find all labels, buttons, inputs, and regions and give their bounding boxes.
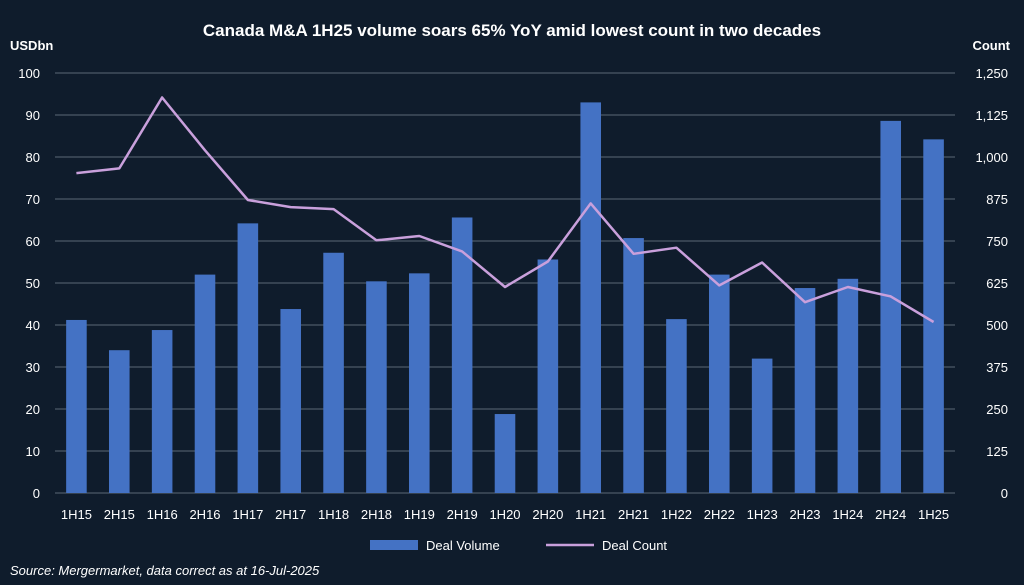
left-axis-tick-label: 20 — [26, 402, 40, 417]
legend-deal-count-label: Deal Count — [602, 538, 667, 553]
x-axis-tick-label: 2H20 — [532, 507, 563, 522]
x-axis-labels: 1H15 2H15 1H16 2H16 1H17 2H17 1H18 2H18 1H19 2H19… — [61, 507, 949, 522]
x-axis-tick-label: 2H24 — [875, 507, 906, 522]
left-axis-tick-label: 0 — [33, 486, 40, 501]
x-axis-tick-label: 2H23 — [789, 507, 820, 522]
right-axis-tick-label: 875 — [986, 192, 1008, 207]
x-axis-tick-label: 2H18 — [361, 507, 392, 522]
right-axis-tick-label: 1,250 — [975, 66, 1008, 81]
legend-deal-volume-label: Deal Volume — [426, 538, 500, 553]
x-axis-tick-label: 2H22 — [704, 507, 735, 522]
left-axis-tick-label: 90 — [26, 108, 40, 123]
left-axis-tick-label: 100 — [18, 66, 40, 81]
left-axis-ticks: 0 10 20 30 40 50 60 70 80 90 100 — [18, 66, 40, 501]
left-axis-tick-label: 30 — [26, 360, 40, 375]
deal-volume-bar — [623, 238, 644, 493]
left-axis-tick-label: 60 — [26, 234, 40, 249]
deal-count-line-group — [76, 96, 935, 324]
deal-volume-bar — [194, 274, 216, 493]
deal-volume-bar — [151, 330, 173, 493]
right-axis-tick-label: 625 — [986, 276, 1008, 291]
left-axis-tick-label: 50 — [26, 276, 40, 291]
deal-volume-bar — [494, 414, 516, 493]
deal-volume-bar — [837, 278, 859, 493]
right-axis-tick-label: 125 — [986, 444, 1008, 459]
x-axis-tick-label: 1H22 — [661, 507, 692, 522]
x-axis-tick-label: 1H19 — [404, 507, 435, 522]
deal-count-line — [76, 96, 935, 324]
x-axis-tick-label: 1H21 — [575, 507, 606, 522]
x-axis-tick-label: 2H16 — [189, 507, 220, 522]
right-axis-tick-label: 250 — [986, 402, 1008, 417]
deal-volume-bar — [537, 259, 559, 493]
x-axis-tick-label: 1H20 — [489, 507, 520, 522]
x-axis-tick-label: 1H17 — [232, 507, 263, 522]
right-axis-unit: Count — [972, 38, 1010, 53]
right-axis-tick-label: 1,125 — [975, 108, 1008, 123]
deal-volume-bar — [66, 319, 87, 493]
x-axis-tick-label: 1H16 — [147, 507, 178, 522]
x-axis-tick-label: 1H18 — [318, 507, 349, 522]
deal-volume-bar — [280, 309, 301, 493]
right-axis-tick-label: 500 — [986, 318, 1008, 333]
x-axis-tick-label: 1H24 — [832, 507, 863, 522]
deal-volume-bars — [66, 102, 944, 494]
deal-volume-bar — [109, 350, 130, 493]
deal-volume-bar — [409, 273, 430, 493]
right-axis-tick-label: 0 — [1001, 486, 1008, 501]
deal-volume-bar — [794, 288, 816, 493]
deal-volume-bar — [237, 223, 259, 494]
deal-volume-bar — [366, 281, 387, 493]
deal-volume-bar — [751, 358, 773, 493]
right-axis-tick-label: 1,000 — [975, 150, 1008, 165]
chart-title: Canada M&A 1H25 volume soars 65% YoY ami… — [203, 21, 821, 40]
deal-volume-bar — [709, 274, 730, 493]
deal-volume-bar — [880, 120, 901, 493]
source-note: Source: Mergermarket, data correct as at… — [10, 563, 320, 578]
right-axis-tick-label: 750 — [986, 234, 1008, 249]
right-axis-tick-label: 375 — [986, 360, 1008, 375]
left-axis-tick-label: 10 — [26, 444, 40, 459]
legend: Deal Volume Deal Count — [370, 538, 667, 553]
deal-volume-bar — [923, 139, 944, 494]
x-axis-tick-label: 1H15 — [61, 507, 92, 522]
deal-volume-bar — [666, 319, 687, 493]
deal-volume-bar — [323, 252, 344, 493]
x-axis-tick-label: 1H23 — [747, 507, 778, 522]
left-axis-tick-label: 70 — [26, 192, 40, 207]
x-axis-tick-label: 2H19 — [447, 507, 478, 522]
left-axis-tick-label: 80 — [26, 150, 40, 165]
right-axis-ticks: 0 125 250 375 500 625 750 875 1,000 1,125 1,250 — [975, 66, 1008, 501]
x-axis-tick-label: 2H17 — [275, 507, 306, 522]
x-axis-tick-label: 2H15 — [104, 507, 135, 522]
x-axis-tick-label: 1H25 — [918, 507, 949, 522]
left-axis-tick-label: 40 — [26, 318, 40, 333]
x-axis-tick-label: 2H21 — [618, 507, 649, 522]
left-axis-unit: USDbn — [10, 38, 53, 53]
legend-deal-volume-swatch — [370, 540, 418, 550]
deal-volume-bar — [451, 217, 473, 494]
deal-volume-bar — [580, 102, 601, 494]
